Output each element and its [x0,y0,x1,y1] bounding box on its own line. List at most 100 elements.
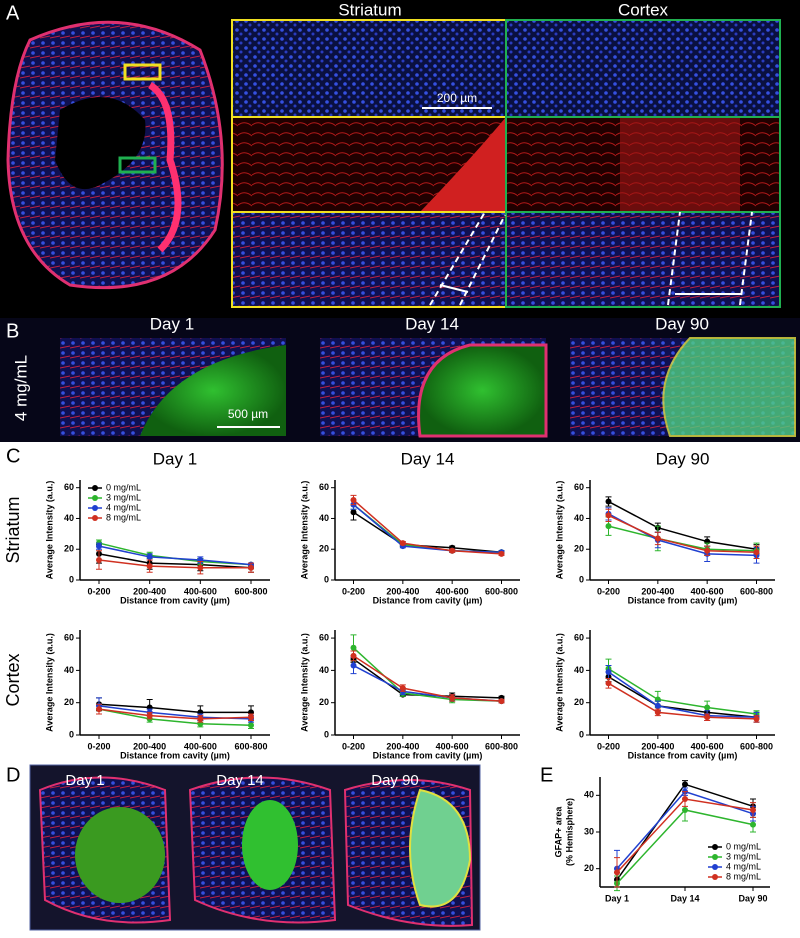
micrographs-b [60,337,796,438]
y-tick-label: 0 [69,574,74,584]
y-tick-label: 40 [64,665,74,675]
x-tick-label: Day 90 [738,893,767,903]
data-point [350,497,357,503]
y-tick-label: 40 [574,665,584,675]
data-point [96,543,102,550]
series-line [98,708,252,720]
series-line [353,658,502,699]
x-tick-label: 600-800 [740,586,773,596]
legend-marker [712,844,718,850]
data-point [350,644,357,651]
x-tick-label: 0-200 [87,586,110,596]
legend-marker [712,874,718,880]
y-tick-label: 20 [64,697,74,707]
y-tick-label: 40 [319,513,329,523]
legend-label: 8 mg/mL [106,512,141,522]
data-point [750,807,756,813]
data-point [350,509,357,516]
y-tick-label: 20 [319,697,329,707]
data-point [605,523,612,530]
x-tick-label: 0-200 [342,741,365,751]
series-line [353,499,502,555]
x-axis-label: Distance from cavity (µm) [373,750,483,760]
brain-section [6,20,224,290]
row-label: Cortex [3,653,23,706]
y-tick-label: 0 [324,574,329,584]
row-label: 4 mg/mL [11,355,30,421]
column-title: Day 14 [405,314,459,333]
series-line [353,504,502,554]
y-tick-label: 40 [64,513,74,523]
legend-label: 4 mg/mL [726,861,761,871]
series-line [608,668,757,715]
data-point [753,549,760,556]
data-point [704,704,711,711]
x-tick-label: 400-600 [691,741,724,751]
y-axis-label: Average Intensity (a.u.) [554,481,564,580]
data-point [498,698,505,705]
y-axis-label: GFAP+ area [553,806,563,858]
data-point [682,781,688,788]
data-point [704,714,711,721]
series-line [608,682,757,720]
data-point [682,796,688,802]
data-point [399,540,406,547]
y-axis-label: (% Hemisphere) [564,798,574,866]
y-tick-label: 30 [584,826,594,836]
y-tick-label: 40 [319,665,329,675]
column-title: Day 90 [371,772,419,789]
data-point [248,714,254,721]
x-tick-label: 200-400 [386,586,419,596]
data-point [350,652,357,659]
series-line [98,703,251,714]
x-tick-label: 200-400 [641,741,674,751]
y-tick-label: 0 [69,729,74,739]
column-title: Day 1 [150,314,194,333]
legend-marker [92,485,98,491]
chart-title: Day 90 [656,449,710,468]
column-title: Cortex [618,0,669,19]
legend-marker [712,854,718,860]
y-tick-label: 20 [574,697,584,707]
series-line [98,708,252,727]
x-tick-label: 600-800 [485,586,518,596]
y-tick-label: 60 [64,482,74,492]
y-axis-label: Average Intensity (a.u.) [554,633,564,732]
data-point [605,669,612,675]
series-line [608,500,757,550]
data-point [197,715,204,722]
y-axis-label: Average Intensity (a.u.) [299,481,309,580]
data-point [605,498,612,505]
legend-label: 0 mg/mL [726,841,761,851]
y-tick-label: 20 [64,544,74,554]
legend-marker [92,505,98,511]
x-tick-label: 200-400 [641,586,674,596]
x-tick-label: Day 14 [670,893,699,903]
panel-label: E [540,764,553,786]
row-label: Striatum [3,496,23,563]
data-point [399,685,406,692]
legend-label: 8 mg/mL [726,871,761,881]
legend-marker [92,515,98,521]
x-axis-label: Distance from cavity (µm) [373,595,483,605]
x-tick-label: 200-400 [133,586,166,596]
column-title: Day 1 [65,772,104,789]
data-point [96,706,102,713]
micrographs-d [29,764,481,931]
y-tick-label: 40 [574,513,584,523]
y-tick-label: 0 [579,729,584,739]
x-tick-label: 0-200 [597,741,620,751]
column-title: Striatum [338,0,401,19]
panel-label: D [6,764,20,786]
series-line [353,504,502,554]
data-point [654,702,661,709]
data-point [146,553,153,560]
series-line [353,655,502,702]
data-point [248,564,254,571]
x-tick-label: 400-600 [436,586,469,596]
y-tick-label: 0 [324,729,329,739]
y-tick-label: 20 [319,544,329,554]
series-line [98,553,252,569]
data-point [654,535,661,542]
x-tick-label: 200-400 [133,741,166,751]
